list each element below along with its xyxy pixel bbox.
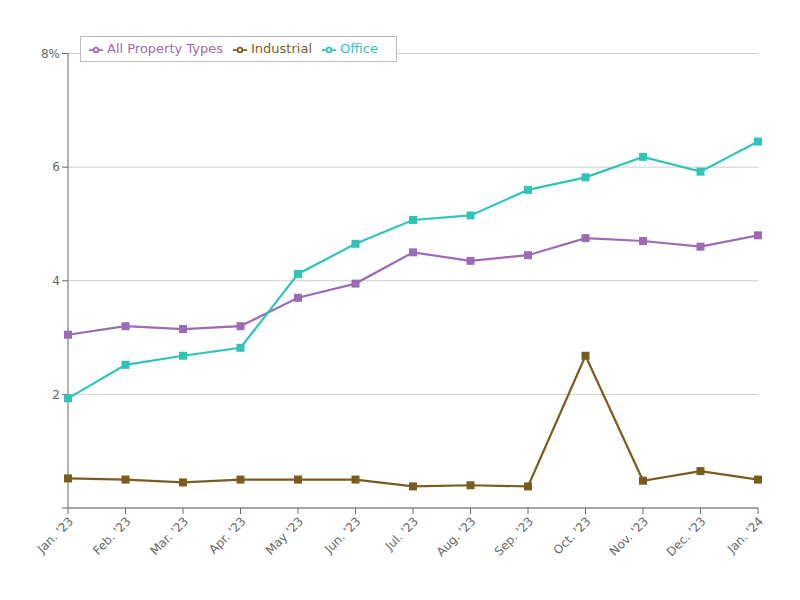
svg-text:May '23: May '23 (263, 514, 306, 557)
svg-text:Oct. '23: Oct. '23 (551, 514, 594, 557)
svg-text:Nov. '23: Nov. '23 (607, 514, 651, 558)
html-text:Office: Office (340, 41, 378, 56)
svg-text:Feb. '23: Feb. '23 (90, 514, 133, 557)
svg-text:8%: 8% (41, 47, 60, 61)
svg-text:Mar. '23: Mar. '23 (147, 514, 191, 558)
svg-text:Aug. '23: Aug. '23 (434, 514, 479, 559)
svg-text:Apr. '23: Apr. '23 (206, 514, 248, 556)
svg-text:6: 6 (52, 160, 60, 174)
svg-text:Jul. '23: Jul. '23 (382, 514, 421, 553)
svg-text:2: 2 (52, 388, 60, 402)
html-text:Industrial: Industrial (251, 41, 312, 56)
svg-text:4: 4 (52, 274, 60, 288)
html-text:All Property Types: All Property Types (107, 41, 223, 56)
svg-text:Jan. '23: Jan. '23 (34, 514, 76, 556)
svg-text:Sep. '23: Sep. '23 (492, 514, 536, 558)
svg-text:Dec. '23: Dec. '23 (664, 514, 709, 559)
svg-text:Jan. '24: Jan. '24 (724, 514, 766, 556)
svg-text:Jun. '23: Jun. '23 (321, 514, 363, 556)
